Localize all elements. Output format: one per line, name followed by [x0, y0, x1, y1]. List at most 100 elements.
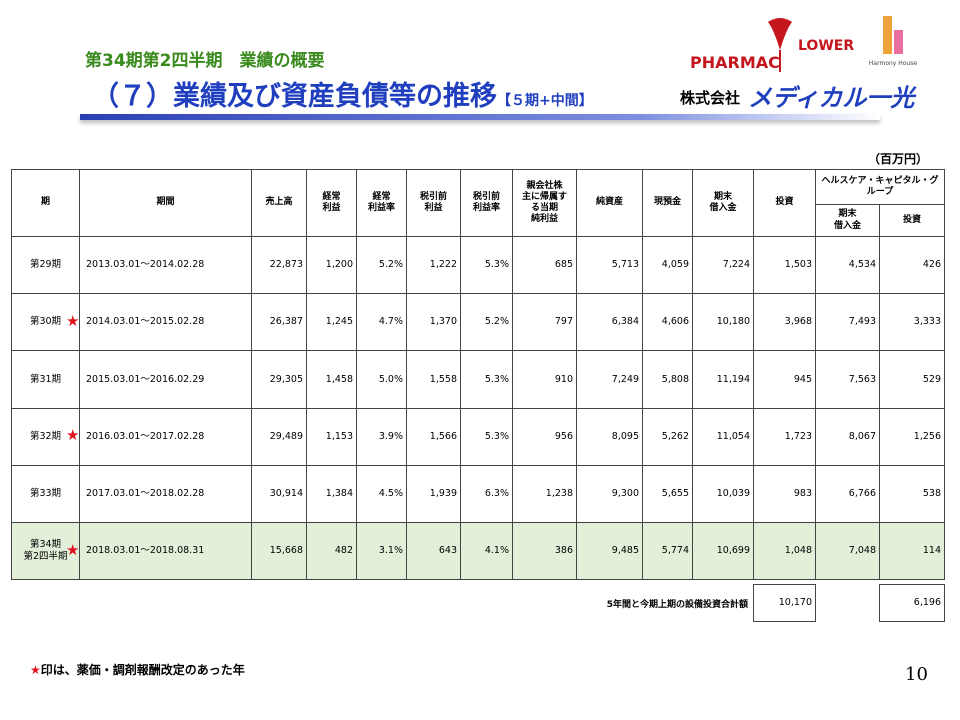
header-line: 現預金 [653, 197, 681, 208]
period-cell: 第33期 [11, 464, 80, 523]
cell-text: 386 [554, 545, 573, 557]
header-line: 売上高 [265, 197, 293, 208]
unit: （百万円） [868, 152, 929, 166]
value-cell: 5.3% [460, 350, 513, 409]
column-header: 投資 [753, 169, 816, 237]
date-cell: 2014.03.01～2015.02.28 [79, 293, 252, 352]
summary-label: 5年間と今期上期の設備投資合計額 [606, 600, 748, 610]
cell-text: 4.7% [378, 316, 403, 328]
column-header: 経常 利益率 [356, 169, 407, 237]
company-prefix: 株式会社 [680, 89, 740, 107]
cell-text: 7,563 [848, 373, 876, 385]
value-cell: 5,655 [642, 464, 693, 523]
value-cell: 9,300 [576, 464, 643, 523]
value-cell: 6,766 [815, 464, 880, 523]
cell-text: 10,039 [716, 487, 750, 499]
header-line: 税引前 [419, 191, 447, 202]
date-cell: 2016.03.01～2017.02.28 [79, 407, 252, 466]
value-cell: 10,180 [692, 293, 754, 352]
cell-text: 1,200 [325, 259, 353, 271]
header-line: 期間 [156, 197, 175, 208]
header-line: 利益 [424, 203, 443, 213]
header-line: 税引前 [472, 191, 500, 202]
column-header: 期間 [79, 169, 252, 237]
header-line: る当期 [530, 203, 558, 213]
header-line: 親会社株 [526, 180, 563, 191]
period-cell: 第34期 第2四半期 [11, 522, 80, 581]
value-cell: 3,333 [879, 293, 945, 352]
period-cell: 第29期 [11, 236, 80, 295]
header-line: 借入金 [709, 203, 737, 213]
hh-icon [894, 30, 903, 54]
header-line: ループ [866, 187, 894, 197]
cell-text: 7,249 [611, 373, 639, 385]
summary-value: 6,196 [879, 584, 945, 622]
value-cell: 7,048 [815, 522, 880, 581]
period-line: 第34期 [29, 539, 62, 551]
cell-text: 5.2% [378, 259, 403, 271]
period-line: 第32期 [29, 430, 62, 442]
cell-text: 1,153 [325, 430, 353, 442]
star-mark: ★ [66, 311, 80, 330]
subtitle: 第34期第2四半期 業績の概要 [85, 51, 325, 71]
value-cell: 529 [879, 350, 945, 409]
value-cell: 11,054 [692, 407, 754, 466]
cell-text: 3,333 [913, 316, 941, 328]
cell-text: 11,194 [716, 373, 750, 385]
value-cell: 4.7% [356, 293, 407, 352]
flower-icon [768, 18, 792, 50]
company-name: メディカル一光 [748, 84, 917, 110]
title-row: （７）業績及び資産負債等の推移【５期+中間】 [92, 74, 593, 113]
value-cell: 22,873 [251, 236, 307, 295]
value-cell: 11,194 [692, 350, 754, 409]
title: （７）業績及び資産負債等の推移 [92, 81, 497, 112]
summary-value: 10,170 [753, 584, 816, 622]
logo-flower: LOWER [798, 38, 854, 54]
cell-text: 6,384 [611, 316, 639, 328]
cell-text: 22,873 [269, 259, 303, 271]
column-header: 経常 利益 [306, 169, 357, 237]
column-header: 親会社株 主に帰属す る当期 純利益 [512, 169, 577, 237]
header-line: ヘルスケア・キャピタル・グ [821, 175, 939, 186]
cell-text: 10,180 [716, 316, 750, 328]
group-header: ヘルスケア・キャピタル・グ ループ [815, 169, 945, 205]
cell-text: 6.3% [484, 487, 509, 499]
cell-text: 5,262 [661, 430, 689, 442]
value-cell: 5,808 [642, 350, 693, 409]
period-cell: 第30期 [11, 293, 80, 352]
value-cell: 1,238 [512, 464, 577, 523]
header-line: 期末 [838, 209, 857, 220]
value-cell: 797 [512, 293, 577, 352]
header-line: 主に帰属す [521, 191, 567, 202]
value-cell: 10,699 [692, 522, 754, 581]
cell-text: 7,224 [722, 259, 750, 271]
header-line: 利益率 [367, 203, 395, 213]
cell-text: 1,256 [913, 430, 941, 442]
cell-text: 8,095 [611, 430, 639, 442]
value-cell: 6.3% [460, 464, 513, 523]
cell-text: 5,808 [661, 373, 689, 385]
value-cell: 10,039 [692, 464, 754, 523]
header-line: 投資 [775, 197, 794, 208]
cell-text: 1,503 [784, 259, 812, 271]
column-header: 投資 [879, 204, 945, 237]
value-cell: 5.3% [460, 236, 513, 295]
value-cell: 3,968 [753, 293, 816, 352]
cell-text: 26,387 [269, 316, 303, 328]
cell-text: 29,305 [269, 373, 303, 385]
logo-pharmac: PHARMAC [690, 53, 780, 72]
cell-text: 685 [554, 259, 573, 271]
cell-text: 2014.03.01～2015.02.28 [86, 316, 205, 328]
value-cell: 910 [512, 350, 577, 409]
cell-text: 1,245 [325, 316, 353, 328]
cell-text: 5,774 [661, 545, 689, 557]
value-cell: 5,713 [576, 236, 643, 295]
column-header: 現預金 [642, 169, 693, 237]
value-cell: 5.0% [356, 350, 407, 409]
hh-icon [883, 16, 892, 54]
value-cell: 1,200 [306, 236, 357, 295]
header-line: 利益 [322, 203, 341, 213]
cell-text: 7,493 [848, 316, 876, 328]
value-cell: 114 [879, 522, 945, 581]
cell-text: 11,054 [716, 430, 750, 442]
